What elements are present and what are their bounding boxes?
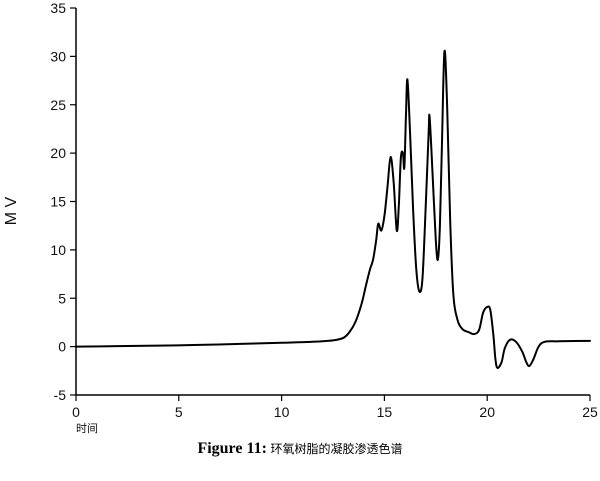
y-tick-label: 20 <box>50 145 66 161</box>
x-tick-label: 10 <box>274 404 290 420</box>
series-line <box>75 49 591 369</box>
x-axis-title: 时间 <box>76 422 98 435</box>
y-tick-label: 5 <box>58 290 66 306</box>
y-tick-label: 15 <box>50 194 66 210</box>
x-tick-label: 20 <box>479 404 495 420</box>
y-tick-label: 35 <box>50 0 66 16</box>
figure-caption: Figure 11: 环氧树脂的凝胶渗透色谱 <box>0 440 600 458</box>
x-tick-label: 5 <box>175 404 183 420</box>
x-tick-label: 25 <box>582 404 598 420</box>
x-tick-label: 15 <box>377 404 393 420</box>
chromatogram-chart: -5 0 5 10 15 20 25 30 35 0 5 10 15 20 25 M V 时间 <box>3 0 598 435</box>
axes-frame <box>75 8 590 396</box>
x-axis-ticks: 0 5 10 15 20 25 <box>72 395 598 420</box>
y-axis-title: M V <box>3 196 20 225</box>
figure-label: Figure 11: <box>197 440 267 457</box>
y-tick-label: 0 <box>58 339 66 355</box>
y-tick-label: 30 <box>50 48 66 64</box>
y-tick-label: 10 <box>50 242 66 258</box>
y-axis-ticks: -5 0 5 10 15 20 25 30 35 <box>50 0 76 403</box>
y-tick-label: -5 <box>54 387 67 403</box>
y-tick-label: 25 <box>50 97 66 113</box>
x-tick-label: 0 <box>72 404 80 420</box>
figure-caption-text: 环氧树脂的凝胶渗透色谱 <box>270 442 403 456</box>
